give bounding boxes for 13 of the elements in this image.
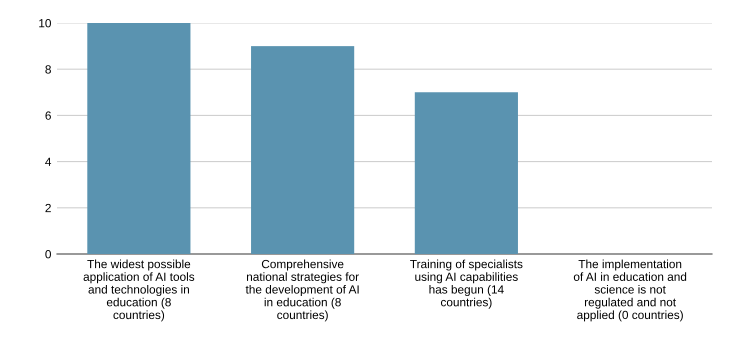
bar — [414, 92, 518, 254]
x-tick-label: Training of specialists using AI capabilities has begun (14 countries) — [410, 260, 522, 309]
bar — [87, 23, 190, 254]
y-tick-label: 2 — [45, 204, 51, 212]
x-tick-label: Comprehensive national strategies for the development of AI in education (8 countries) — [246, 260, 359, 322]
y-tick-label: 8 — [45, 65, 51, 74]
y-tick-label: 0 — [45, 250, 51, 258]
bar — [251, 46, 354, 254]
y-tick-label: 4 — [45, 158, 52, 166]
y-tick-label: 6 — [45, 111, 51, 120]
x-tick-label: The implementation of AI in education and science is not regulated and not applied (0 countries) — [574, 260, 686, 322]
x-tick-label: The widest possible application of AI tools and technologies in education (8 countries) — [84, 260, 194, 322]
y-tick-label: 10 — [39, 19, 51, 28]
